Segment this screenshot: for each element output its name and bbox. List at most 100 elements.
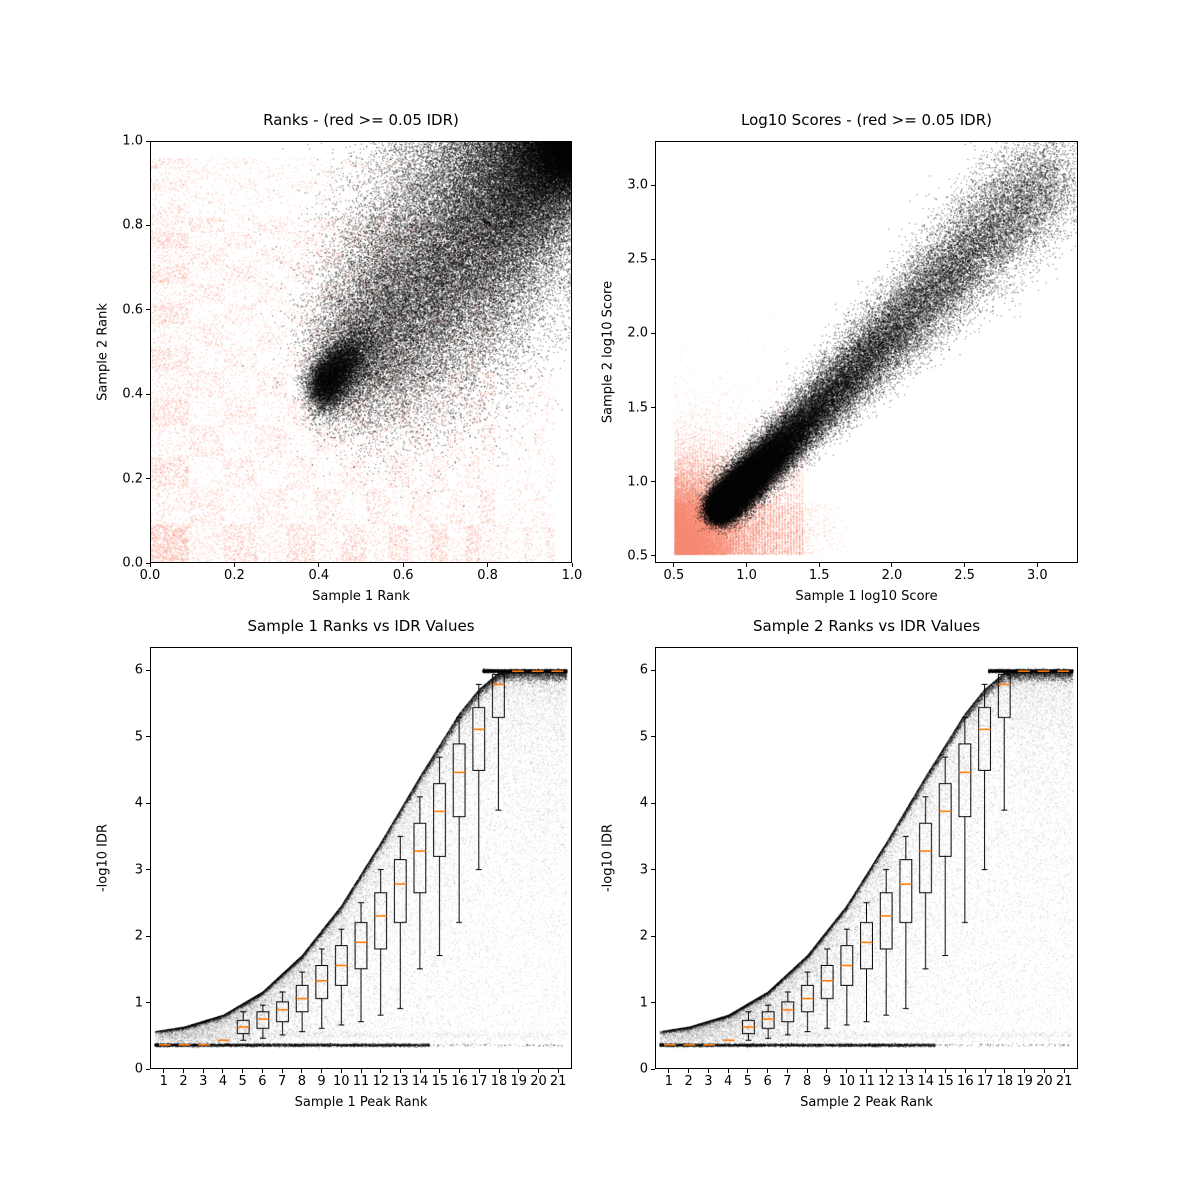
x-tick-label: 2 [179, 1074, 188, 1089]
x-tick-label: 13 [392, 1074, 409, 1089]
y-tick [651, 669, 655, 671]
y-tick-label: 1.5 [627, 400, 648, 416]
x-tick [688, 1069, 690, 1073]
y-tick [651, 481, 655, 483]
x-tick [360, 1069, 362, 1073]
y-tick [146, 140, 150, 142]
x-tick [183, 1069, 185, 1073]
x-tick [984, 1069, 986, 1073]
y-axis-label: Sample 2 log10 Score [600, 280, 616, 424]
x-axis-label: Sample 1 Rank [312, 589, 410, 604]
x-tick [242, 1069, 244, 1073]
x-tick-label: 15 [937, 1074, 954, 1089]
x-tick-label: 0.5 [663, 568, 685, 583]
x-tick [163, 1069, 165, 1073]
x-tick-label: 0.6 [392, 568, 414, 583]
y-tick-label: 6 [134, 662, 143, 678]
y-tick [146, 224, 150, 226]
y-tick-label: 5 [639, 729, 648, 745]
x-tick [222, 1069, 224, 1073]
x-tick [571, 563, 573, 567]
x-tick [459, 1069, 461, 1073]
y-tick-label: 2.0 [627, 325, 648, 341]
x-tick-label: 1.0 [561, 568, 583, 583]
scatter-canvas [656, 648, 1077, 1068]
x-tick-label: 6 [763, 1074, 772, 1089]
y-tick-label: 6 [639, 662, 648, 678]
x-tick-label: 8 [803, 1074, 812, 1089]
y-tick-label: 4 [639, 795, 648, 811]
plot-title: Ranks - (red >= 0.05 IDR) [263, 111, 459, 129]
x-tick [746, 563, 748, 567]
y-tick-label: 0 [639, 1061, 648, 1077]
subplot-log10-scores: Log10 Scores - (red >= 0.05 IDR) Sample … [601, 111, 1078, 604]
x-tick-label: 0.8 [477, 568, 498, 583]
x-tick-label: 1.0 [736, 568, 757, 583]
x-tick [537, 1069, 539, 1073]
y-tick-label: 0.0 [122, 555, 143, 571]
plot-area [655, 647, 1078, 1069]
x-tick-label: 8 [297, 1074, 306, 1089]
y-axis-label: -log10 IDR [600, 823, 616, 893]
x-tick [673, 563, 675, 567]
x-tick [149, 563, 151, 567]
y-tick [651, 1068, 655, 1070]
y-tick-label: 3 [134, 862, 143, 878]
x-tick [846, 1069, 848, 1073]
x-tick [301, 1069, 303, 1073]
x-tick [1063, 1069, 1065, 1073]
x-tick [281, 1069, 283, 1073]
x-tick-label: 21 [1055, 1074, 1073, 1089]
x-tick-label: 10 [332, 1074, 350, 1089]
y-tick [146, 669, 150, 671]
x-tick-label: 16 [451, 1074, 468, 1089]
x-tick-label: 6 [258, 1074, 267, 1089]
y-tick [146, 309, 150, 311]
x-tick [668, 1069, 670, 1073]
x-tick-label: 3.0 [1026, 568, 1048, 583]
x-tick-label: 17 [976, 1074, 994, 1089]
x-tick-label: 4 [218, 1074, 228, 1089]
x-tick-label: 14 [917, 1074, 935, 1089]
x-tick [1043, 1069, 1045, 1073]
x-tick [233, 563, 235, 567]
y-tick [146, 802, 150, 804]
x-tick-label: 2 [684, 1074, 693, 1089]
plot-area [150, 647, 572, 1069]
y-tick [146, 562, 150, 564]
x-tick [321, 1069, 323, 1073]
y-tick-label: 1 [639, 995, 648, 1011]
x-tick [905, 1069, 907, 1073]
y-tick-label: 2 [639, 928, 648, 944]
y-tick [651, 555, 655, 557]
y-tick-label: 1.0 [627, 474, 648, 490]
plot-title: Sample 2 Ranks vs IDR Values [752, 617, 981, 635]
x-tick-label: 15 [431, 1074, 449, 1089]
plot-area [655, 141, 1078, 563]
y-tick-label: 3 [639, 862, 648, 878]
x-tick [518, 1069, 520, 1073]
plot-title: Sample 1 Ranks vs IDR Values [247, 617, 475, 635]
y-tick-label: 0.5 [627, 548, 648, 564]
x-tick [1004, 1069, 1006, 1073]
x-tick [707, 1069, 709, 1073]
x-tick-label: 7 [277, 1074, 287, 1089]
x-tick [1024, 1069, 1026, 1073]
y-tick [146, 478, 150, 480]
x-tick [866, 1069, 867, 1073]
y-tick-label: 4 [134, 795, 143, 811]
y-tick-label: 2 [134, 928, 143, 944]
subplot-sample2-idr: Sample 2 Ranks vs IDR Values Sample 2 Pe… [601, 617, 1078, 1110]
x-tick [380, 1069, 382, 1073]
x-tick-label: 19 [510, 1074, 528, 1089]
x-tick [964, 563, 966, 567]
y-tick-label: 0.8 [122, 217, 143, 233]
y-axis-label: Sample 2 Rank [95, 303, 111, 401]
x-tick [826, 1069, 828, 1073]
y-tick [651, 407, 655, 409]
x-tick-label: 7 [783, 1074, 792, 1089]
subplot-ranks: Ranks - (red >= 0.05 IDR) Sample 1 Rank … [96, 111, 583, 604]
y-axis-label: -log10 IDR [95, 823, 111, 893]
x-tick [747, 1069, 749, 1073]
